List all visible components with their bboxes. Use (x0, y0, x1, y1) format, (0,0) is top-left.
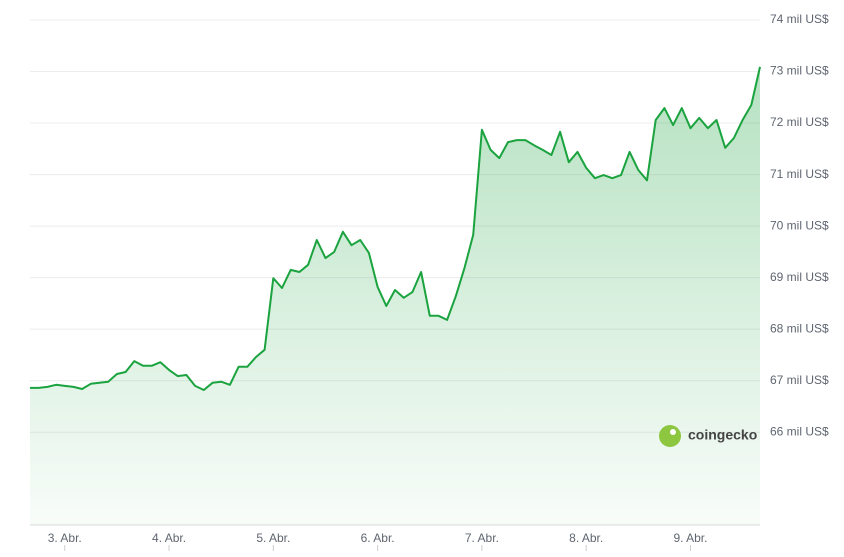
y-tick-label: 74 mil US$ (770, 12, 829, 26)
logo-circle (659, 425, 681, 447)
x-tick-label: 8. Abr. (569, 531, 603, 545)
x-tick-label: 7. Abr. (465, 531, 499, 545)
logo-eye (670, 429, 676, 435)
x-tick-label: 4. Abr. (152, 531, 186, 545)
watermark: coingecko (659, 425, 757, 447)
y-tick-label: 73 mil US$ (770, 64, 829, 78)
y-tick-label: 70 mil US$ (770, 218, 829, 232)
y-tick-label: 67 mil US$ (770, 373, 829, 387)
x-tick-label: 3. Abr. (48, 531, 82, 545)
y-tick-label: 72 mil US$ (770, 115, 829, 129)
area-fill (30, 66, 760, 526)
y-tick-label: 66 mil US$ (770, 424, 829, 438)
y-tick-label: 71 mil US$ (770, 167, 829, 181)
x-tick-label: 6. Abr. (361, 531, 395, 545)
x-tick-label: 9. Abr. (673, 531, 707, 545)
y-tick-label: 68 mil US$ (770, 321, 829, 335)
y-tick-label: 69 mil US$ (770, 270, 829, 284)
price-line (30, 66, 761, 391)
x-tick-label: 5. Abr. (256, 531, 290, 545)
watermark-text: coingecko (688, 427, 757, 443)
